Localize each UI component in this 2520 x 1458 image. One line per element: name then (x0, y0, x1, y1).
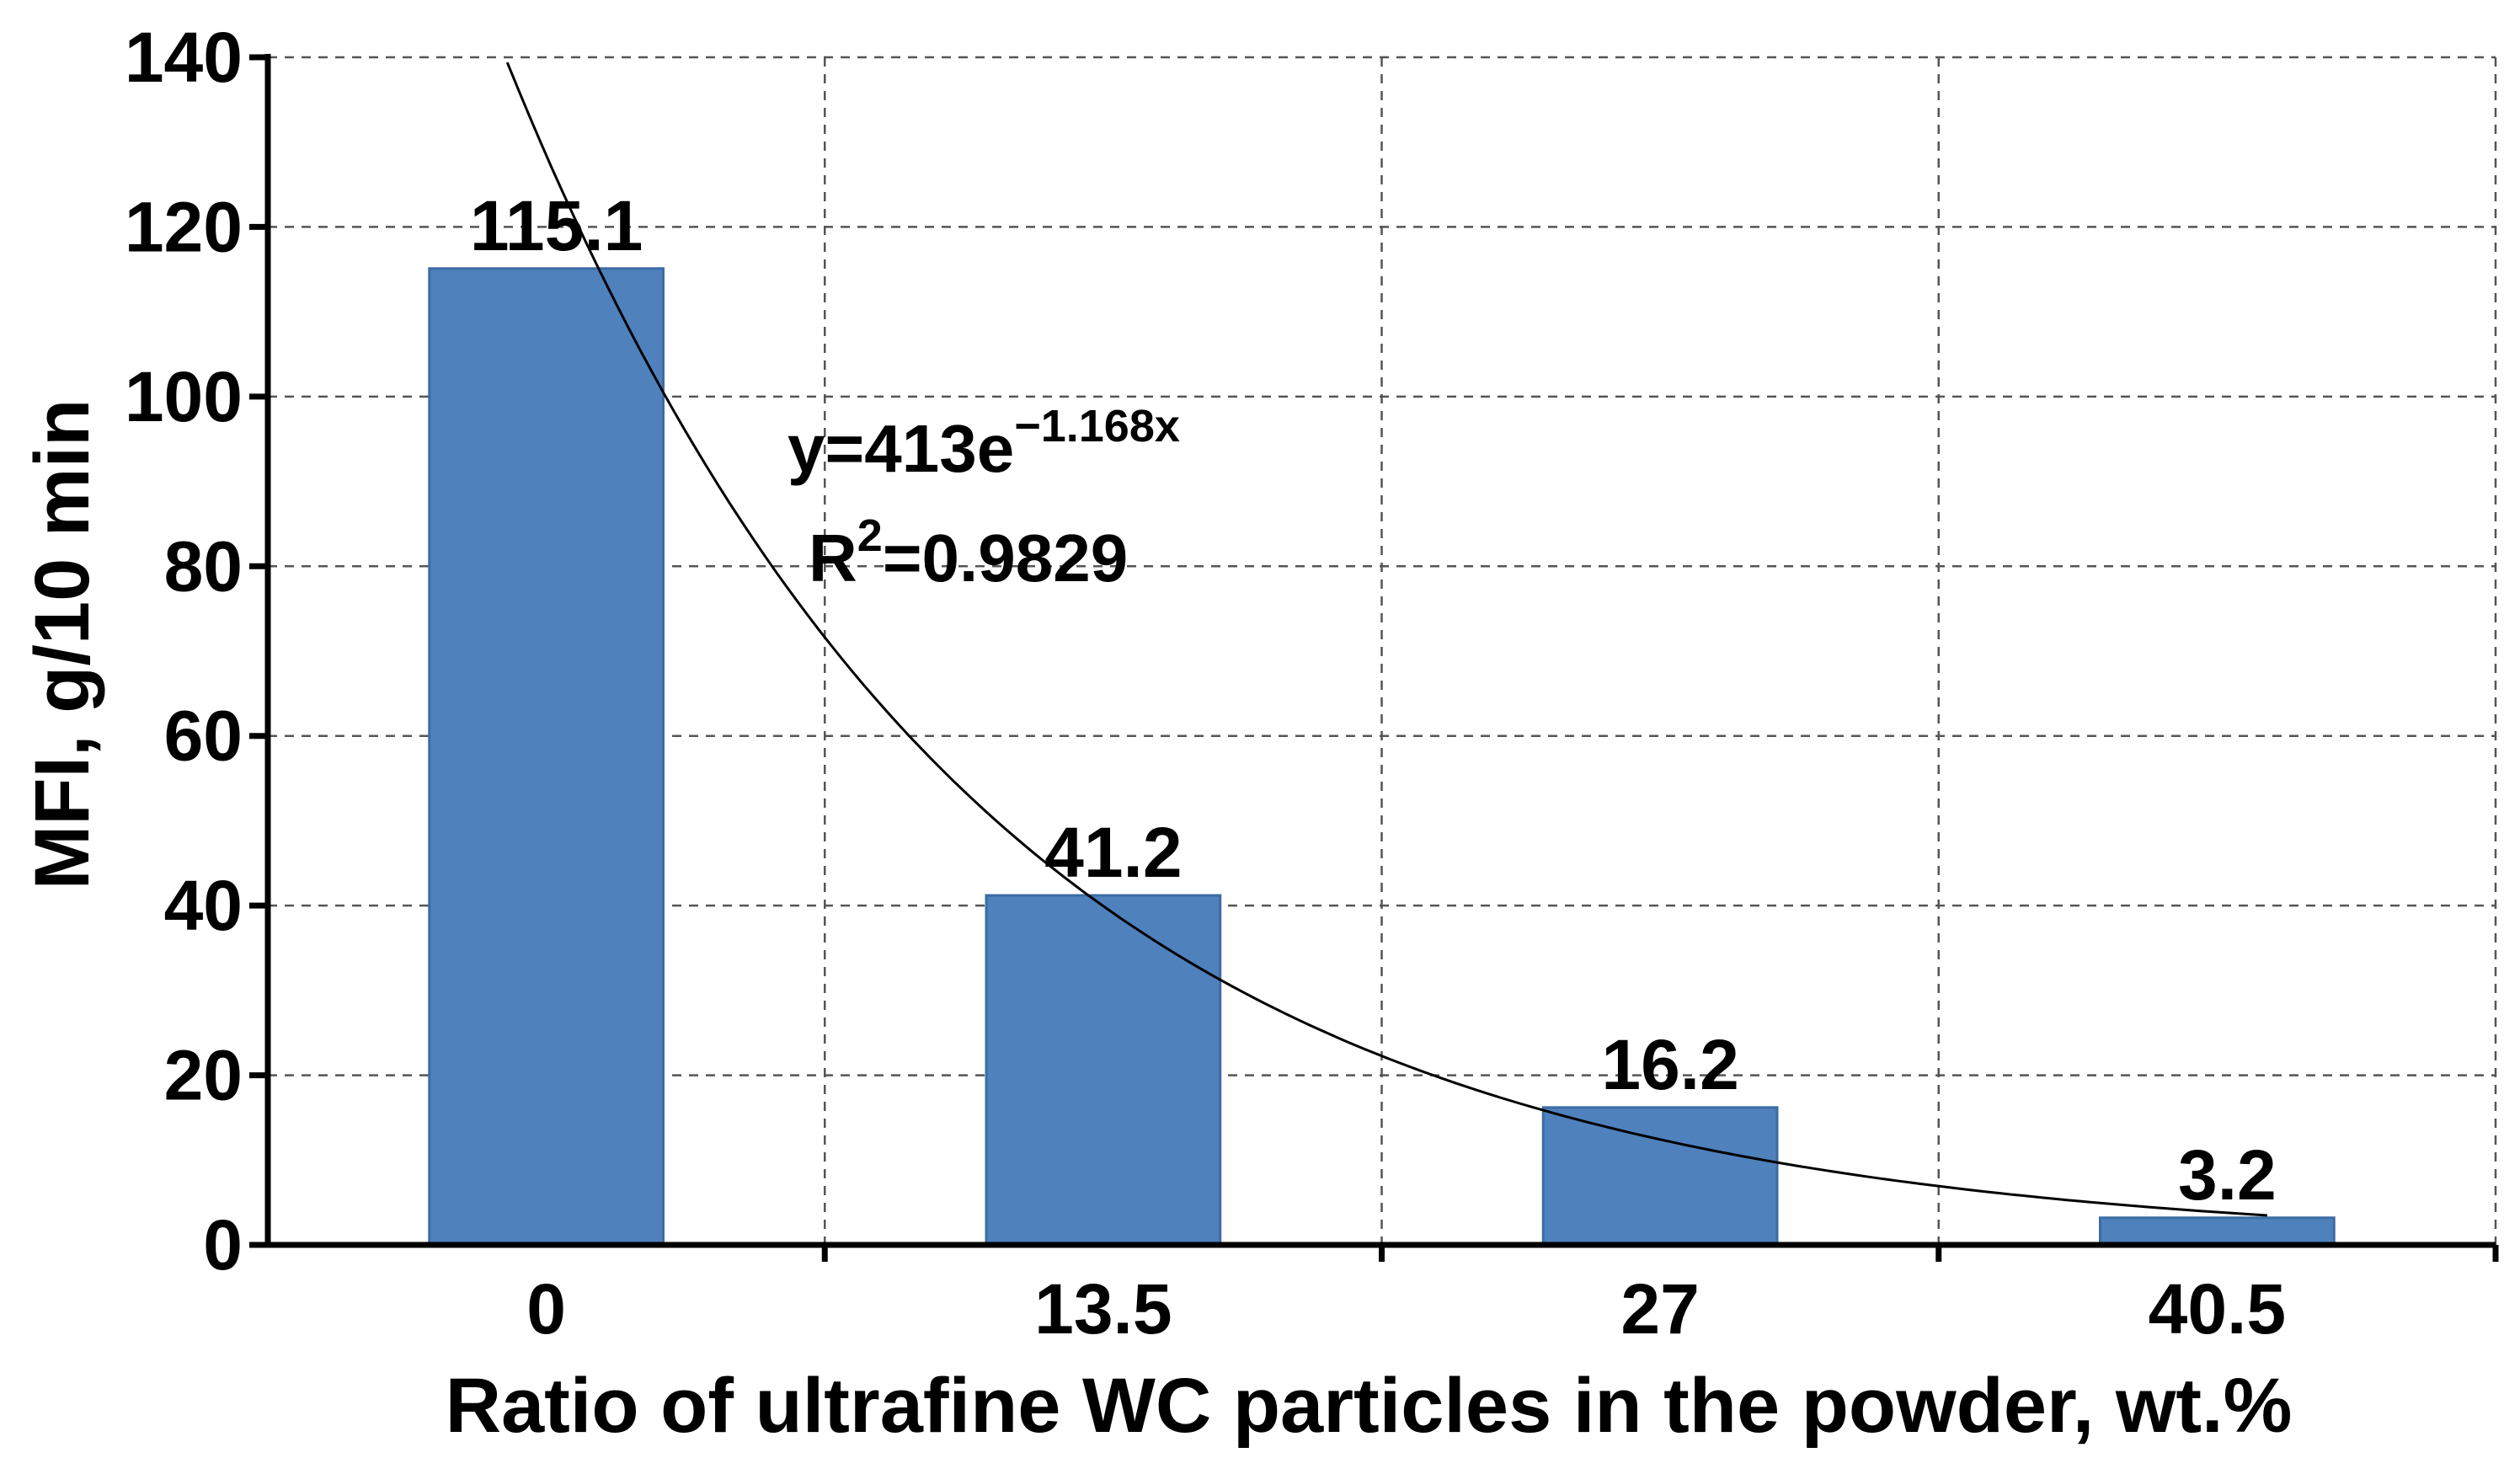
y-tick-label: 60 (164, 697, 243, 776)
y-tick-label: 120 (125, 187, 243, 266)
x-tick-label: 0 (526, 1269, 566, 1349)
r-squared-label: R2=0.9829 (809, 510, 1128, 595)
labels: 0 20 40 60 80 100 120 140 115.1 0 41.2 13.5 16.2 27 3.… (125, 18, 2286, 1349)
bar (985, 894, 1222, 1247)
y-axis-title: MFI, g/10 min (19, 399, 105, 890)
x-tick-label: 40.5 (2149, 1269, 2287, 1349)
y-tick-label: 20 (164, 1036, 243, 1115)
trendline-group (505, 61, 2268, 1217)
y-tick-label: 100 (125, 357, 243, 436)
r2-exponent: 2 (857, 510, 883, 561)
x-axis-title: Ratio of ultrafine WC particles in the p… (446, 1363, 2293, 1449)
axes (249, 54, 2499, 1262)
bar (2099, 1216, 2336, 1247)
data-label: 115.1 (470, 186, 643, 265)
y-tick-label: 140 (125, 18, 243, 97)
y-tick-label: 80 (164, 526, 243, 606)
data-label: 41.2 (1044, 813, 1183, 892)
y-tick-label: 0 (203, 1205, 243, 1284)
x-tick-label: 27 (1620, 1269, 1699, 1349)
bar (428, 267, 665, 1247)
r2-base: R (809, 521, 857, 595)
r2-value: =0.9829 (883, 521, 1128, 595)
bar (1541, 1106, 1779, 1247)
equation-base: y=413e (788, 411, 1014, 486)
data-label: 16.2 (1601, 1025, 1739, 1104)
trendline (505, 61, 2268, 1217)
x-tick-label: 13.5 (1034, 1269, 1172, 1349)
trendline-equation: y=413e−1.168x (788, 401, 1180, 486)
equation-exponent: −1.168x (1014, 401, 1180, 451)
y-tick-label: 40 (164, 866, 243, 945)
data-label: 3.2 (2178, 1135, 2277, 1215)
